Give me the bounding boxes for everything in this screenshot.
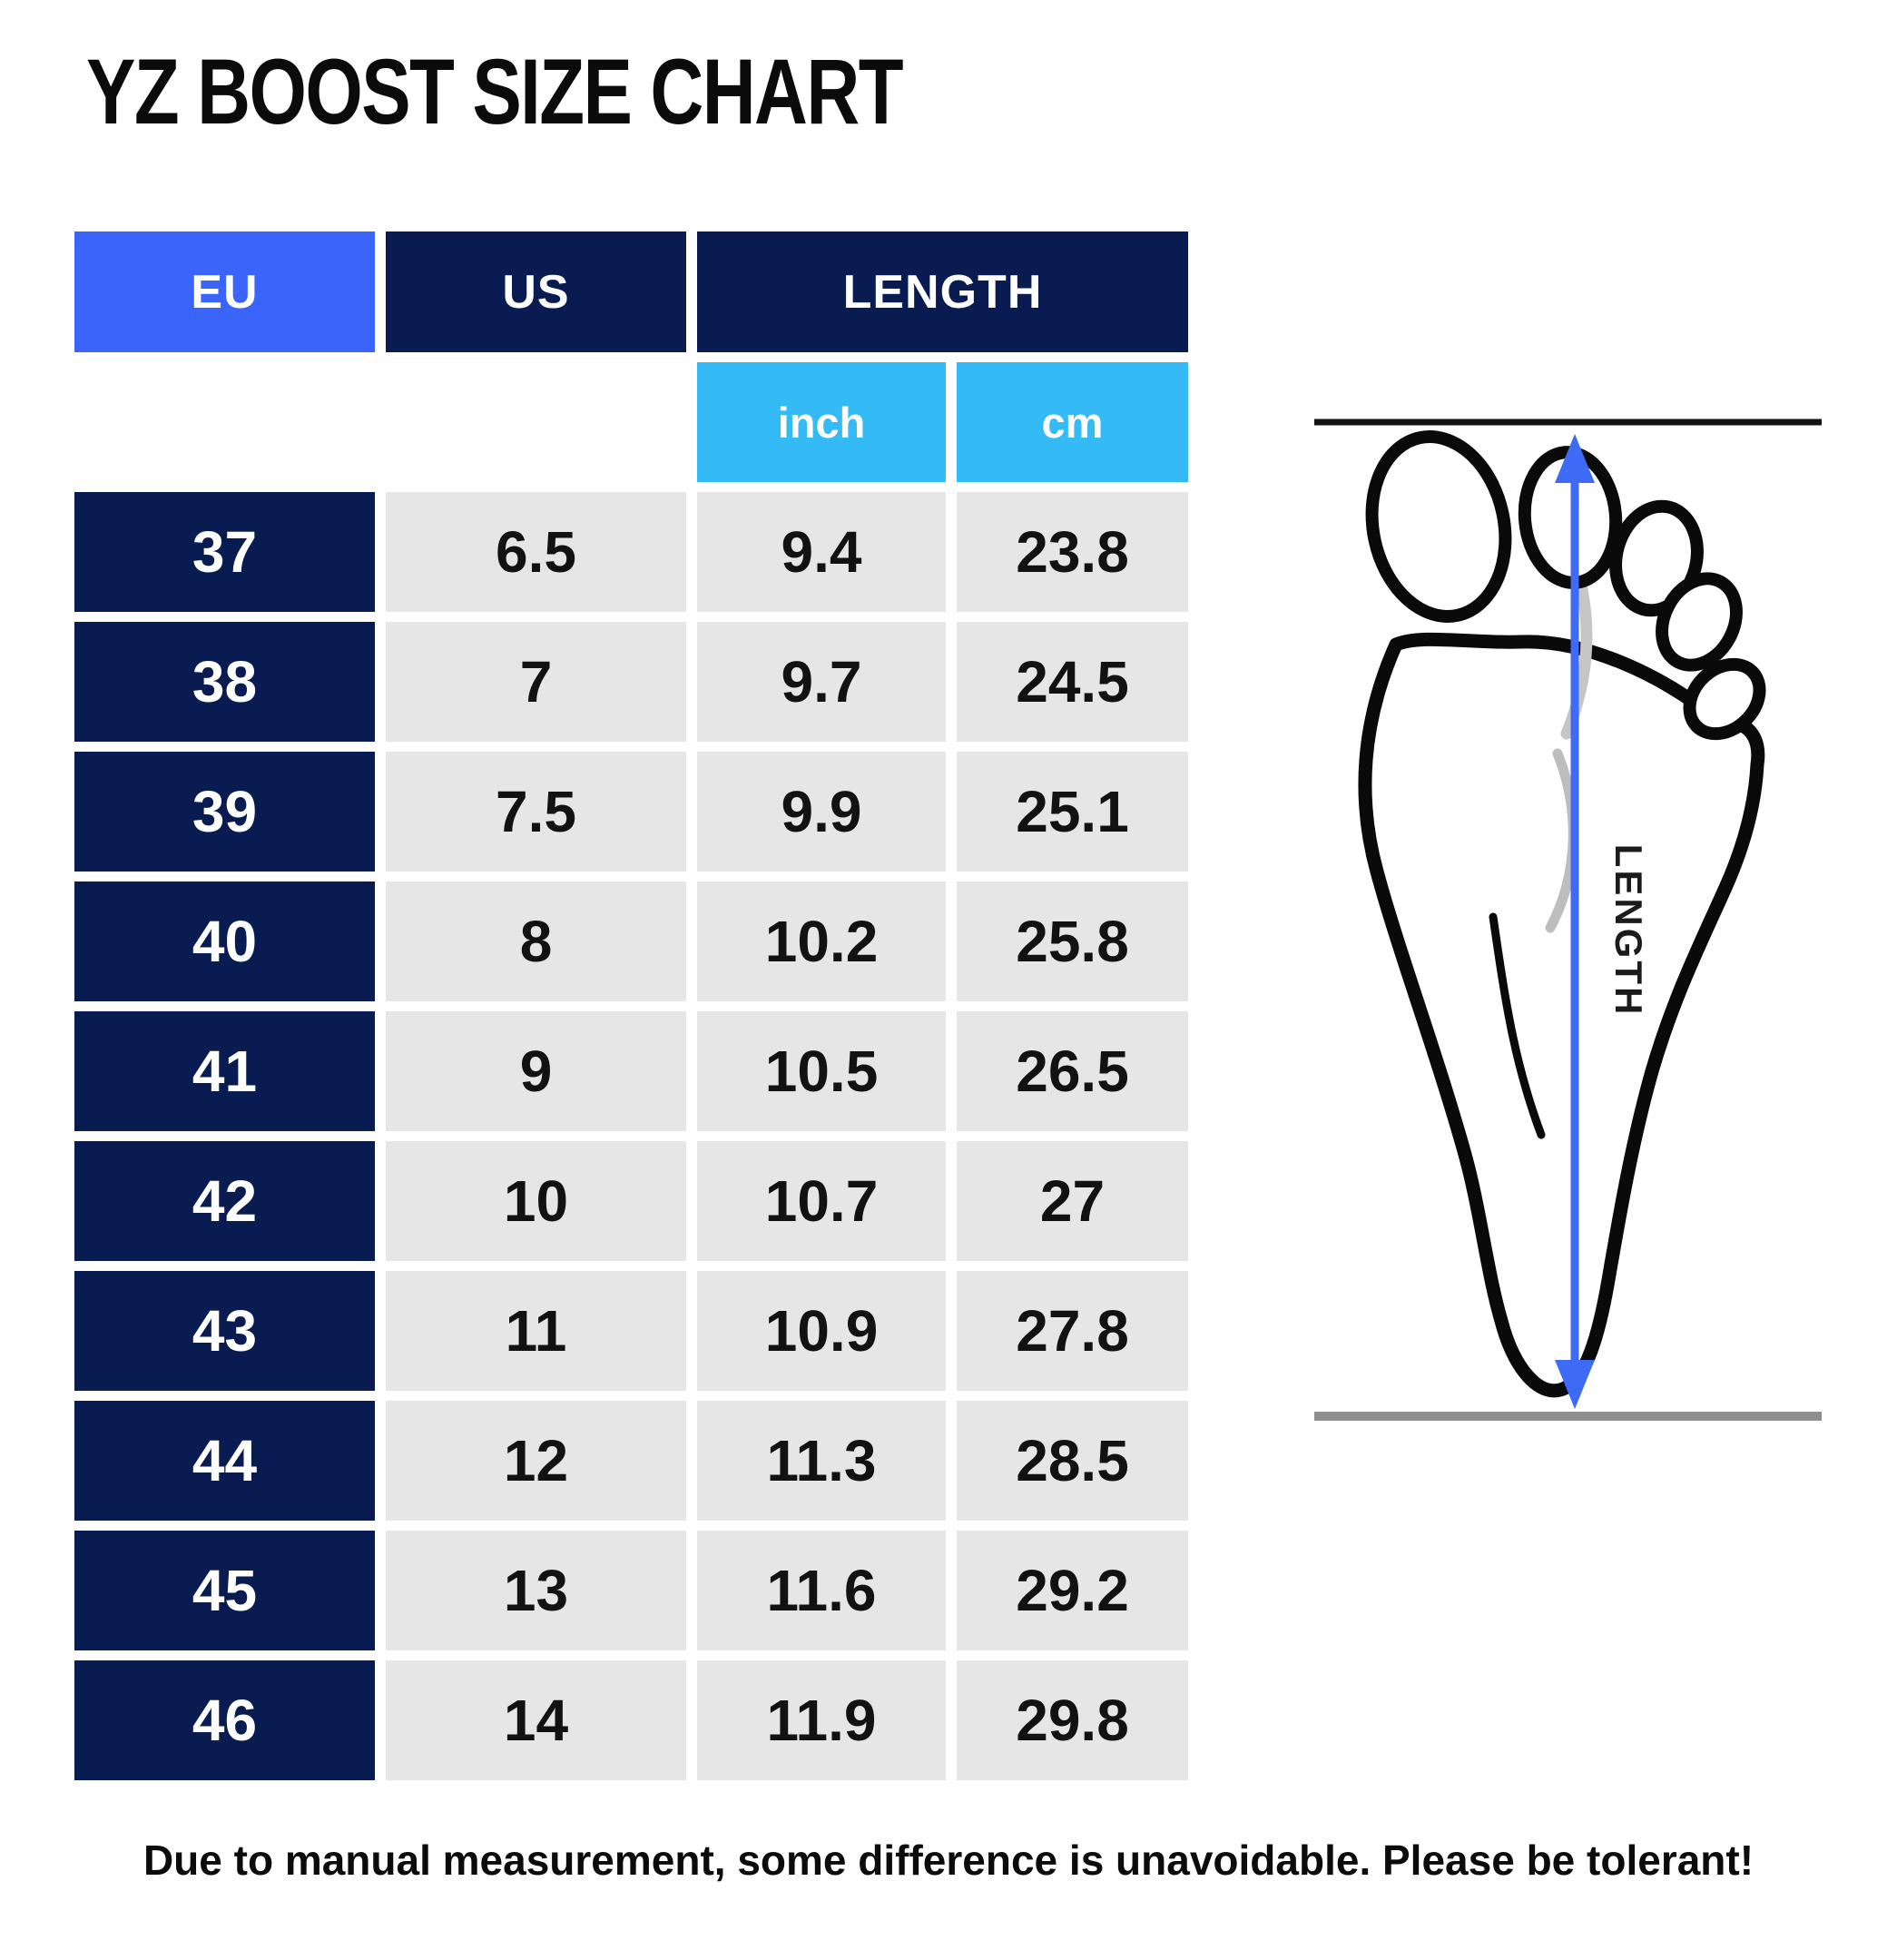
length-label: LENGTH <box>1607 844 1650 1018</box>
cm-cell: 29.2 <box>957 1531 1188 1650</box>
column-header-length: LENGTH <box>697 231 1188 352</box>
column-header-eu: EU <box>74 231 375 352</box>
inch-cell: 11.9 <box>697 1660 946 1780</box>
us-cell: 14 <box>386 1660 686 1780</box>
us-cell: 12 <box>386 1401 686 1521</box>
footnote: Due to manual measurement, some differen… <box>143 1837 1754 1884</box>
eu-cell: 38 <box>74 622 375 742</box>
length-arrow <box>1555 434 1595 1409</box>
inch-cell: 11.3 <box>697 1401 946 1521</box>
inch-cell: 10.9 <box>697 1271 946 1391</box>
eu-cell: 37 <box>74 492 375 612</box>
eu-cell: 44 <box>74 1401 375 1521</box>
eu-cell: 45 <box>74 1531 375 1650</box>
cm-cell: 25.8 <box>957 882 1188 1001</box>
eu-cell: 40 <box>74 882 375 1001</box>
us-cell: 10 <box>386 1141 686 1261</box>
third-toe <box>1609 499 1704 617</box>
size-table: EU US LENGTH inch cm 37 6.5 9.4 23.8 38 … <box>74 231 1188 1780</box>
us-cell: 9 <box>386 1011 686 1131</box>
us-cell: 13 <box>386 1531 686 1650</box>
eu-cell: 42 <box>74 1141 375 1261</box>
inch-cell: 10.7 <box>697 1141 946 1261</box>
big-toe <box>1365 430 1512 623</box>
eu-cell: 41 <box>74 1011 375 1131</box>
eu-cell: 46 <box>74 1660 375 1780</box>
subheader-spacer <box>74 362 686 482</box>
eu-cell: 43 <box>74 1271 375 1391</box>
cm-cell: 29.8 <box>957 1660 1188 1780</box>
pinky-toe <box>1683 657 1766 741</box>
us-cell: 6.5 <box>386 492 686 612</box>
inch-cell: 10.2 <box>697 882 946 1001</box>
inch-cell: 9.7 <box>697 622 946 742</box>
us-cell: 8 <box>386 882 686 1001</box>
cm-cell: 24.5 <box>957 622 1188 742</box>
cm-cell: 23.8 <box>957 492 1188 612</box>
eu-cell: 39 <box>74 752 375 872</box>
inch-cell: 9.9 <box>697 752 946 872</box>
us-cell: 11 <box>386 1271 686 1391</box>
subheader-inch: inch <box>697 362 946 482</box>
us-cell: 7.5 <box>386 752 686 872</box>
cm-cell: 26.5 <box>957 1011 1188 1131</box>
cm-cell: 28.5 <box>957 1401 1188 1521</box>
cm-cell: 27 <box>957 1141 1188 1261</box>
inch-cell: 10.5 <box>697 1011 946 1131</box>
us-cell: 7 <box>386 622 686 742</box>
cm-cell: 25.1 <box>957 752 1188 872</box>
subheader-cm: cm <box>957 362 1188 482</box>
cm-cell: 27.8 <box>957 1271 1188 1391</box>
inch-cell: 11.6 <box>697 1531 946 1650</box>
fourth-toe <box>1656 572 1743 672</box>
page-title: YZ BOOST SIZE CHART <box>86 40 904 143</box>
foot-diagram: LENGTH <box>1314 419 1822 1421</box>
inch-cell: 9.4 <box>697 492 946 612</box>
instep-crease <box>1489 912 1546 1139</box>
column-header-us: US <box>386 231 686 352</box>
